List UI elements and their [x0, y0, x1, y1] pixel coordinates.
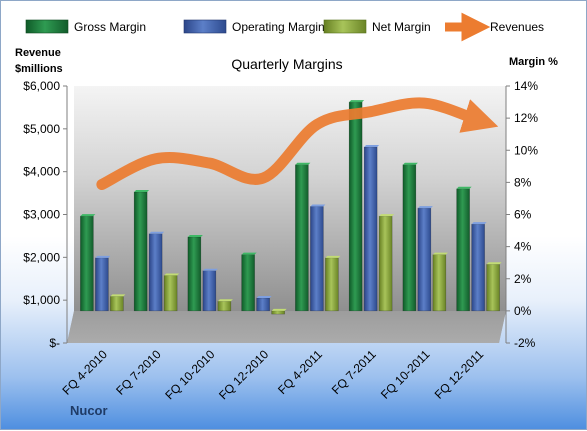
- right-tick-label: 2%: [514, 272, 532, 286]
- category-label: FQ 12-2011: [432, 347, 487, 402]
- gross-margin-bar: [187, 234, 203, 312]
- right-tick-label: -2%: [514, 336, 536, 350]
- net-margin-bar: [163, 273, 180, 312]
- gross-margin-bar: [80, 214, 96, 312]
- left-tick-label: $2,000: [23, 250, 60, 264]
- left-axis-title-line2: $millions: [15, 63, 63, 75]
- right-axis-title: Margin %: [509, 56, 558, 68]
- category-label: FQ 7-2011: [329, 347, 379, 397]
- net-margin-bar: [217, 299, 233, 312]
- operating-margin-bar: [417, 206, 433, 312]
- operating-margin-bar: [148, 231, 165, 312]
- right-tick-label: 4%: [514, 240, 532, 254]
- left-tick-label: $4,000: [23, 165, 60, 179]
- legend-label-operating-margin: Operating Margin: [232, 20, 325, 34]
- plot-floor: [67, 311, 506, 343]
- operating-margin-bar: [310, 204, 326, 312]
- net-margin-bar: [110, 294, 126, 312]
- net-margin-bar: [486, 262, 502, 312]
- left-tick-label: $-: [49, 336, 60, 350]
- gross-margin-bar: [133, 190, 150, 312]
- right-tick-label: 0%: [514, 304, 532, 318]
- revenues-line: [96, 97, 499, 191]
- left-tick-label: $3,000: [23, 208, 60, 222]
- net-margin-bar: [325, 255, 341, 312]
- legend-item-operating-margin[interactable]: Operating Margin: [183, 19, 325, 34]
- gross-margin-bar: [456, 186, 472, 312]
- left-axis-ticks: $- $1,000 $2,000 $3,000 $4,000 $5,000 $6,000: [23, 79, 67, 350]
- gross-margin-bar: [241, 252, 257, 312]
- right-tick-label: 14%: [514, 79, 538, 93]
- category-label: FQ 4-2010: [60, 347, 111, 398]
- category-label: FQ 7-2010: [113, 347, 164, 398]
- left-axis-title-line1: Revenue: [15, 47, 61, 59]
- gross-margin-bar: [348, 100, 365, 312]
- legend-label-gross-margin: Gross Margin: [74, 20, 146, 34]
- operating-margin-bar: [363, 145, 380, 312]
- right-tick-label: 12%: [514, 111, 538, 125]
- legend-item-net-margin[interactable]: Net Margin: [323, 19, 431, 34]
- left-tick-label: $6,000: [23, 79, 60, 93]
- right-tick-label: 8%: [514, 175, 532, 189]
- revenue-line: [96, 97, 499, 191]
- gross-margin-bar: [402, 162, 418, 312]
- left-tick-label: $1,000: [23, 293, 60, 307]
- right-axis-ticks: -2% 0% 2% 4% 6% 8% 10% 12% 14%: [506, 79, 538, 350]
- category-label: FQ 4-2011: [275, 347, 325, 397]
- category-label: FQ 12-2010: [216, 347, 271, 402]
- right-tick-label: 10%: [514, 143, 538, 157]
- gross-margin-bar: [295, 162, 311, 312]
- left-tick-label: $5,000: [23, 122, 60, 136]
- category-label: FQ 10-2011: [378, 347, 433, 402]
- net-margin-bar: [378, 214, 395, 312]
- chart-title: Quarterly Margins: [231, 56, 342, 72]
- legend-label-net-margin: Net Margin: [372, 20, 431, 34]
- legend-label-revenues: Revenues: [490, 20, 544, 34]
- bars: [80, 100, 502, 315]
- footer-company: Nucor: [70, 403, 108, 418]
- operating-margin-bar: [471, 222, 487, 312]
- legend-item-revenues[interactable]: Revenues: [445, 12, 544, 42]
- operating-margin-bar: [95, 255, 111, 312]
- legend: Gross Margin Operating Margin Net Margin…: [25, 12, 544, 42]
- legend-item-gross-margin[interactable]: Gross Margin: [25, 19, 146, 34]
- operating-margin-bar: [256, 296, 272, 312]
- net-margin-bar: [432, 252, 448, 312]
- category-label: FQ 10-2010: [162, 347, 217, 402]
- operating-margin-bar: [202, 268, 218, 312]
- right-tick-label: 6%: [514, 208, 532, 222]
- net-margin-bar: [271, 308, 287, 315]
